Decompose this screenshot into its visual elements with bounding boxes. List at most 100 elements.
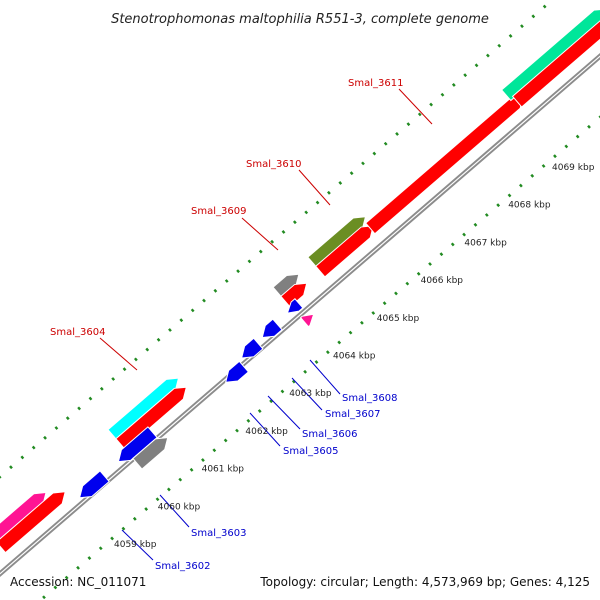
- track-dot: [77, 406, 82, 411]
- label-leader-line: [249, 412, 281, 447]
- track-dot: [304, 210, 309, 215]
- gene-arrow-blue[interactable]: [261, 318, 283, 339]
- gene-label-smal-3603[interactable]: Smal_3603: [191, 528, 246, 539]
- scale-ticks: 4059 kbp 4060 kbp 4061 kbp 4062 kbp 4063 kbp…: [114, 163, 595, 550]
- track-dot: [541, 164, 546, 168]
- tick-label: 4060 kbp: [158, 502, 201, 512]
- label-leader-line: [309, 359, 341, 395]
- tick-label: 4065 kbp: [377, 314, 420, 324]
- gene-arrow-blue[interactable]: [286, 298, 304, 314]
- track-dot: [110, 536, 114, 541]
- track-dot: [462, 232, 466, 237]
- outer-dot-track: [0, 4, 547, 479]
- track-dot: [486, 53, 490, 58]
- track-dot: [122, 367, 127, 372]
- track-dot: [9, 465, 13, 470]
- gene-arrow-red[interactable]: [280, 282, 308, 308]
- gene-label-smal-3609[interactable]: Smal_3609: [191, 206, 246, 217]
- track-dot: [473, 222, 478, 227]
- track-dot: [292, 220, 297, 225]
- gene-label-smal-3602[interactable]: Smal_3602: [155, 561, 210, 572]
- tick-label: 4068 kbp: [508, 201, 551, 211]
- gene-arrow-blue[interactable]: [117, 426, 158, 463]
- track-dot: [87, 556, 92, 560]
- label-leader-line: [159, 494, 190, 528]
- track-dot: [394, 291, 398, 296]
- tick-label: 4061 kbp: [202, 465, 245, 475]
- track-dot: [450, 242, 455, 247]
- track-dot: [338, 181, 343, 185]
- gene-arrow-blue[interactable]: [78, 470, 110, 499]
- track-dot: [542, 4, 547, 9]
- track-dot: [88, 396, 93, 401]
- feature-track: [0, 9, 600, 554]
- track-dot: [553, 154, 557, 159]
- track-dot: [236, 269, 240, 274]
- track-dot: [201, 458, 205, 462]
- gene-arrow-red[interactable]: [364, 95, 524, 235]
- track-dot: [43, 435, 47, 440]
- track-dot: [99, 386, 104, 391]
- track-dot: [98, 546, 103, 551]
- track-dot: [395, 132, 399, 136]
- label-leader-line: [398, 88, 433, 125]
- track-dot: [417, 112, 422, 117]
- track-dot: [65, 416, 70, 421]
- gene-label-smal-3605[interactable]: Smal_3605: [283, 446, 338, 457]
- track-dot: [42, 595, 46, 600]
- gene-label-smal-3610[interactable]: Smal_3610: [246, 159, 301, 170]
- track-dot: [257, 409, 262, 413]
- track-dot: [303, 369, 308, 374]
- track-dot: [270, 239, 275, 244]
- track-dot: [144, 507, 149, 511]
- track-dot: [156, 337, 161, 342]
- gene-label-smal-3611[interactable]: Smal_3611: [348, 78, 403, 89]
- track-dot: [258, 249, 263, 254]
- gene-label-smal-3606[interactable]: Smal_3606: [302, 429, 357, 440]
- track-dot: [382, 301, 387, 306]
- track-dot: [372, 151, 377, 156]
- genome-summary-text: Topology: circular; Length: 4,573,969 bp…: [259, 575, 590, 589]
- track-dot: [587, 124, 591, 129]
- track-dot: [325, 350, 330, 355]
- track-dot: [428, 262, 432, 266]
- track-dot: [474, 63, 479, 68]
- tick-label: 4067 kbp: [464, 238, 507, 248]
- track-dot: [360, 320, 364, 325]
- label-leader-line: [241, 217, 279, 251]
- track-dot: [166, 487, 171, 492]
- gene-arrow-gray[interactable]: [132, 437, 169, 470]
- gene-arrow-teal[interactable]: [500, 9, 600, 102]
- track-dot: [235, 428, 239, 433]
- gene-label-smal-3607[interactable]: Smal_3607: [325, 409, 380, 420]
- track-dot: [280, 389, 285, 394]
- gene-label-smal-3608[interactable]: Smal_3608: [342, 393, 397, 404]
- gene-arrow-magenta[interactable]: [299, 313, 315, 328]
- track-dot: [202, 298, 206, 303]
- track-dot: [406, 122, 411, 127]
- genome-backbone: [0, 52, 600, 578]
- accession-text: Accession: NC_011071: [10, 575, 146, 589]
- track-dot: [20, 455, 25, 460]
- track-dot: [189, 467, 194, 472]
- track-dot: [349, 171, 354, 176]
- gene-arrow-red[interactable]: [511, 18, 600, 108]
- track-dot: [247, 259, 252, 264]
- track-dot: [496, 203, 501, 208]
- track-dot: [405, 281, 410, 286]
- track-dot: [224, 279, 229, 283]
- track-dot: [520, 24, 524, 29]
- tick-label: 4059 kbp: [114, 540, 157, 550]
- track-dot: [269, 399, 273, 404]
- tick-label: 4062 kbp: [245, 427, 288, 437]
- track-dot: [132, 516, 137, 521]
- gene-arrow-red[interactable]: [315, 225, 374, 278]
- track-dot: [497, 43, 502, 48]
- track-dot: [383, 141, 388, 146]
- gene-arrow-blue[interactable]: [225, 360, 250, 383]
- gene-arrow-red[interactable]: [0, 491, 66, 554]
- label-leader-line: [267, 395, 301, 430]
- tick-label: 4069 kbp: [552, 163, 595, 173]
- gene-label-smal-3604[interactable]: Smal_3604: [50, 327, 105, 338]
- gene-arrow-blue[interactable]: [240, 337, 264, 359]
